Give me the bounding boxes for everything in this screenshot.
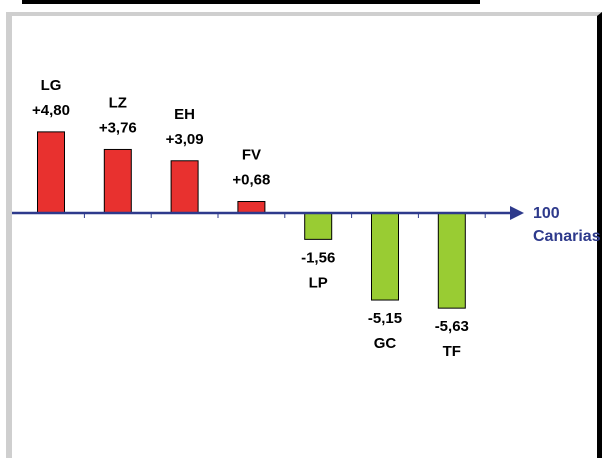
axis-arrow-icon bbox=[510, 206, 524, 220]
bars-layer bbox=[37, 131, 486, 309]
chart-frame bbox=[6, 12, 602, 458]
category-label-gc: GC bbox=[374, 335, 397, 352]
bar-lz bbox=[103, 148, 132, 214]
value-label-lz: +3,76 bbox=[99, 119, 137, 136]
baseline-value-label: 100 bbox=[533, 205, 560, 222]
value-label-lp: -1,56 bbox=[301, 249, 335, 266]
value-label-fv: +0,68 bbox=[232, 172, 270, 189]
value-label-tf: -5,63 bbox=[435, 318, 469, 335]
category-label-lp: LP bbox=[309, 274, 328, 291]
value-label-gc: -5,15 bbox=[368, 310, 402, 327]
bar-fv bbox=[237, 201, 266, 214]
labels-layer: LG +4,80 LZ +3,76 EH +3,09 FV +0,68 -1,56 LP -5,15… bbox=[32, 77, 469, 360]
category-label-lg: LG bbox=[41, 77, 62, 94]
top-rule bbox=[22, 0, 480, 4]
bar-lg bbox=[37, 131, 65, 214]
value-label-lg: +4,80 bbox=[32, 102, 70, 119]
category-label-eh: EH bbox=[174, 106, 195, 123]
category-label-fv: FV bbox=[242, 147, 261, 164]
category-label-lz: LZ bbox=[109, 94, 127, 111]
value-label-eh: +3,09 bbox=[166, 131, 204, 148]
baseline-caption-label: Canarias bbox=[533, 228, 601, 245]
bar-tf bbox=[437, 212, 466, 309]
bar-eh bbox=[170, 160, 199, 214]
category-label-tf: TF bbox=[443, 343, 461, 360]
bar-lp bbox=[304, 212, 333, 240]
bar-gc bbox=[371, 212, 399, 301]
